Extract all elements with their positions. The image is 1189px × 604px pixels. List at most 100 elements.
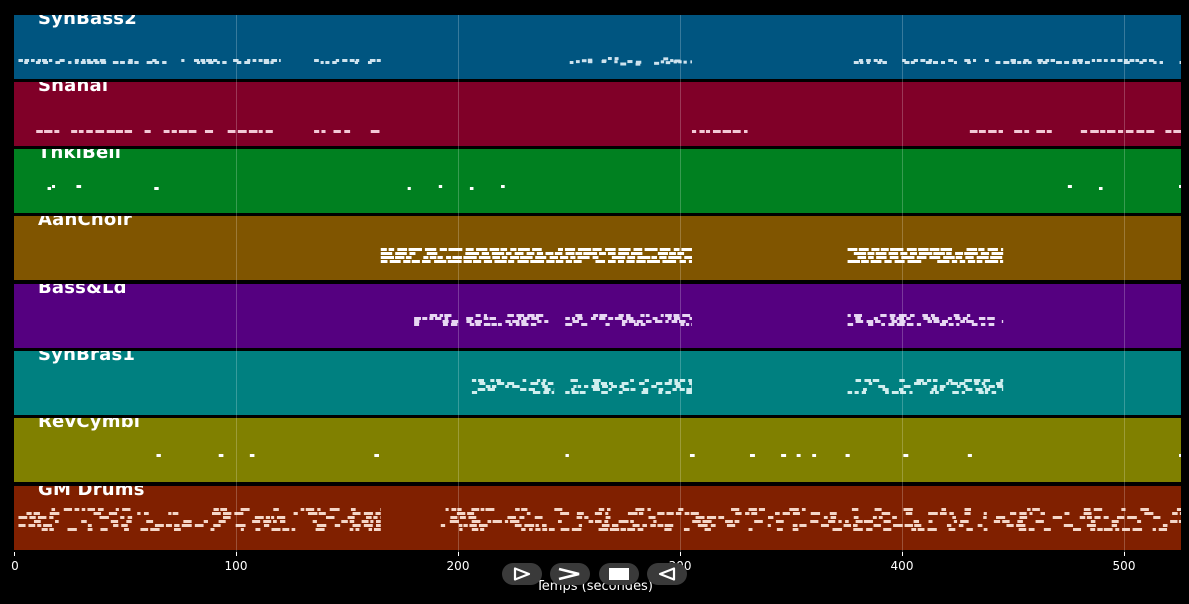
note	[946, 382, 950, 385]
note	[100, 528, 108, 531]
note	[801, 508, 806, 511]
note	[1132, 528, 1143, 531]
note	[254, 516, 264, 519]
note	[497, 382, 505, 385]
note	[926, 379, 932, 382]
note	[965, 256, 974, 259]
note	[1063, 524, 1074, 527]
note	[599, 252, 606, 255]
note	[524, 524, 535, 527]
note	[611, 524, 619, 527]
note	[645, 314, 650, 317]
note	[1115, 528, 1120, 531]
note	[622, 388, 630, 391]
note	[891, 320, 898, 323]
note	[113, 524, 119, 527]
note	[627, 528, 636, 531]
note	[1006, 524, 1014, 527]
note	[990, 256, 1003, 259]
note	[47, 187, 52, 190]
tick-label: 500	[1112, 559, 1136, 573]
note	[978, 130, 986, 133]
note	[206, 59, 213, 62]
note	[718, 516, 725, 519]
note	[81, 508, 86, 511]
track-lane: TnklBell	[14, 149, 1181, 213]
note	[1111, 524, 1118, 527]
note	[521, 508, 528, 511]
note	[457, 508, 462, 511]
fast-forward-button[interactable]	[550, 563, 590, 585]
note	[939, 512, 947, 515]
note	[565, 454, 569, 457]
note	[496, 379, 501, 382]
note	[1083, 508, 1091, 511]
note	[471, 391, 478, 394]
note	[1019, 516, 1028, 519]
note	[571, 388, 575, 391]
note	[480, 508, 485, 511]
note	[1153, 61, 1157, 64]
note	[255, 528, 261, 531]
note	[1122, 528, 1130, 531]
note	[573, 385, 577, 388]
note	[263, 520, 272, 523]
note	[1158, 528, 1168, 531]
note	[916, 379, 924, 382]
note	[475, 314, 481, 317]
note	[890, 248, 904, 251]
note	[875, 320, 881, 323]
note	[265, 130, 273, 133]
note	[1038, 61, 1042, 64]
note	[652, 317, 658, 320]
note	[564, 248, 576, 251]
note	[507, 382, 515, 385]
note	[904, 524, 913, 527]
note	[380, 248, 387, 251]
note	[630, 379, 634, 382]
note	[414, 320, 420, 323]
note	[469, 323, 475, 326]
note	[903, 454, 909, 457]
note	[24, 59, 30, 62]
note	[675, 512, 682, 515]
note	[44, 130, 53, 133]
note	[577, 256, 590, 259]
note	[776, 528, 783, 531]
note	[1017, 61, 1022, 64]
note	[1083, 512, 1092, 515]
note	[252, 520, 261, 523]
note	[74, 61, 79, 64]
note	[1116, 516, 1125, 519]
note	[475, 323, 481, 326]
note	[618, 248, 631, 251]
note	[598, 508, 605, 511]
note	[1179, 61, 1181, 64]
note	[592, 248, 602, 251]
note	[571, 317, 575, 320]
note	[635, 62, 641, 66]
note	[988, 385, 995, 388]
note	[140, 528, 149, 531]
rewind-button[interactable]	[647, 563, 687, 585]
note	[508, 323, 513, 326]
note	[695, 516, 705, 519]
note	[925, 61, 932, 64]
note	[1173, 130, 1181, 133]
note	[590, 317, 596, 320]
stop-button[interactable]	[599, 563, 639, 585]
note	[928, 512, 938, 515]
play-button[interactable]	[502, 563, 542, 585]
note	[670, 59, 674, 63]
note	[571, 391, 579, 394]
note	[873, 524, 881, 527]
note	[881, 512, 891, 515]
note	[964, 252, 978, 255]
note	[929, 391, 934, 394]
note	[627, 256, 636, 259]
note	[931, 317, 939, 320]
note	[560, 512, 570, 515]
note	[618, 314, 624, 317]
note	[1118, 130, 1124, 133]
note	[154, 187, 159, 190]
